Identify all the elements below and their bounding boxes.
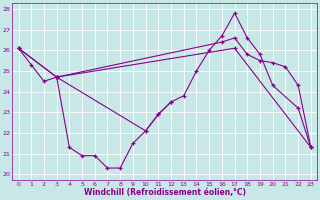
- X-axis label: Windchill (Refroidissement éolien,°C): Windchill (Refroidissement éolien,°C): [84, 188, 246, 197]
